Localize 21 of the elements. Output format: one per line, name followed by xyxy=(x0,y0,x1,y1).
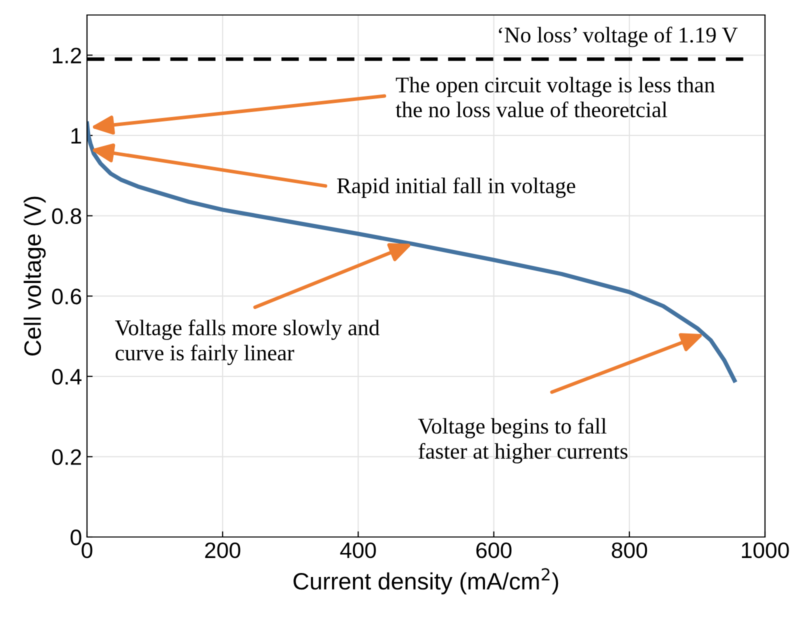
x-tick-label: 0 xyxy=(82,542,92,558)
x-tick-label: 400 xyxy=(340,542,376,558)
y-tick-label: 1 xyxy=(71,128,82,144)
annotation: Voltage falls more slowly and curve is fairly linear xyxy=(115,319,380,366)
x-tick-label: 800 xyxy=(612,542,648,558)
y-tick-label: 0.2 xyxy=(52,449,82,465)
x-axis-title: Current density (mA/cm$^{2}$) xyxy=(294,568,558,594)
y-tick-label: 0.4 xyxy=(52,368,82,385)
y-tick-label: 1.2 xyxy=(52,48,82,64)
x-tick-label: 200 xyxy=(205,542,240,558)
y-tick-label: 0 xyxy=(70,530,82,546)
annotation: Rapid initial fall in voltage xyxy=(337,177,576,198)
y-tick-label: 0.8 xyxy=(52,208,82,224)
x-tick-label: 1000 xyxy=(742,542,789,558)
annotation: The open circuit voltage is less than the no loss value of theoretcial xyxy=(396,76,715,118)
annotation: Voltage begins to fall faster at higher currents xyxy=(418,418,628,464)
y-tick-label: 0.6 xyxy=(52,288,82,304)
y-axis-title: Cell voltage (V) xyxy=(24,196,46,356)
line-series xyxy=(87,121,737,382)
ref-line-label: ‘No loss’ voltage of 1.19 V xyxy=(498,26,738,48)
x-tick-label: 600 xyxy=(476,542,512,558)
